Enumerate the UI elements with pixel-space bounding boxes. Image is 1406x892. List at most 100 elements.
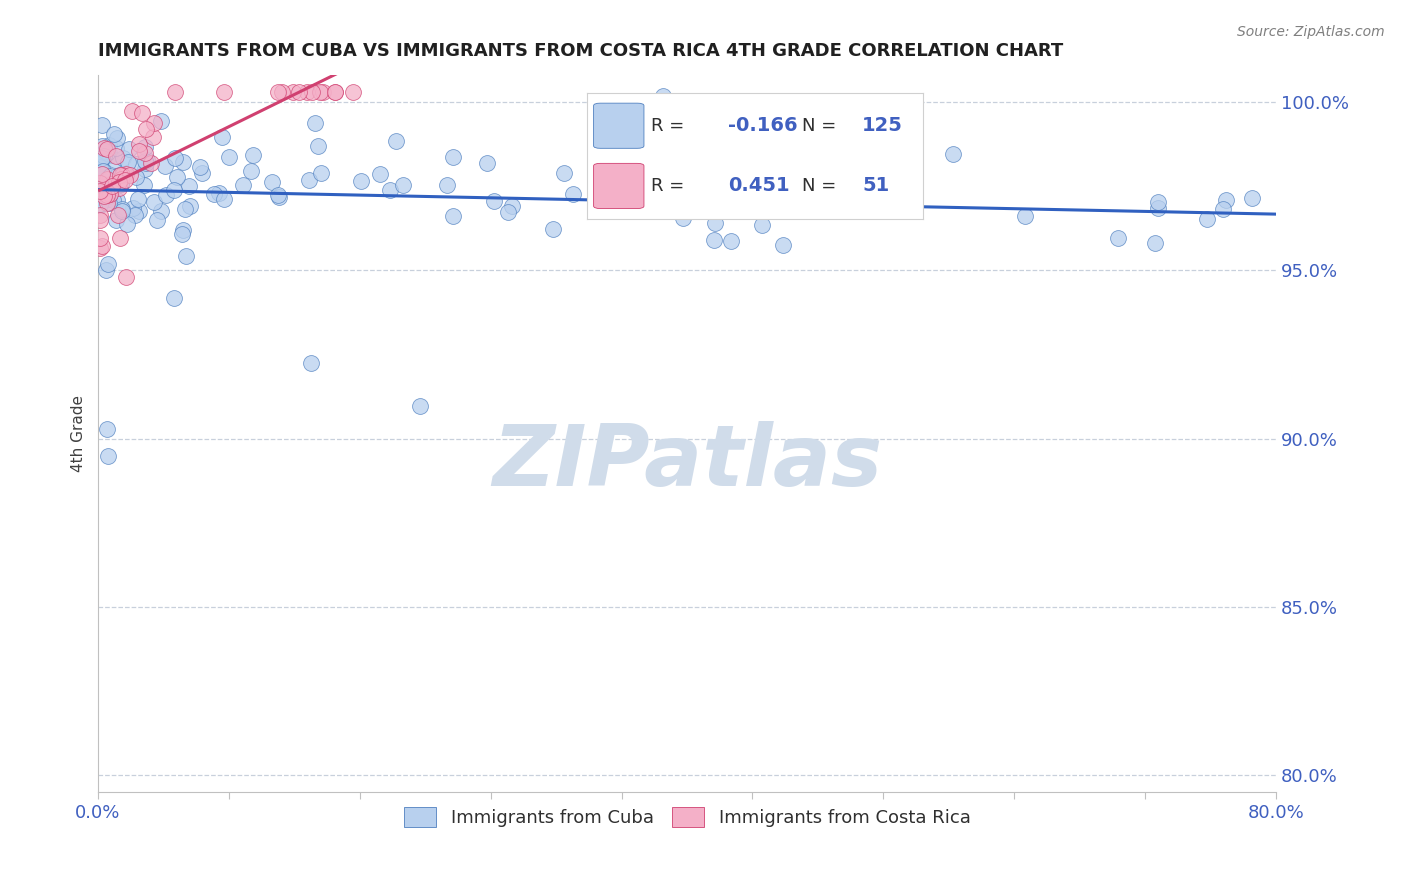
Point	[108, 181, 131, 195]
Point	[139, 156, 162, 170]
Point	[96, 172, 118, 186]
Point	[97, 192, 120, 206]
Point	[135, 122, 157, 136]
Point	[105, 131, 128, 145]
Point	[391, 178, 413, 193]
Point	[240, 164, 263, 178]
Point	[1240, 191, 1263, 205]
Point	[260, 175, 283, 189]
Point	[103, 127, 125, 141]
Point	[307, 139, 329, 153]
Point	[751, 219, 773, 233]
Point	[188, 160, 211, 174]
Point	[105, 193, 128, 207]
Point	[242, 147, 264, 161]
Point	[91, 238, 114, 252]
Point	[1212, 202, 1234, 216]
Point	[142, 130, 165, 145]
Point	[98, 188, 121, 202]
Point	[172, 155, 194, 169]
Point	[93, 163, 115, 178]
Text: Source: ZipAtlas.com: Source: ZipAtlas.com	[1237, 25, 1385, 39]
Point	[163, 183, 186, 197]
Point	[208, 186, 231, 201]
Point	[150, 114, 173, 128]
Point	[122, 202, 145, 216]
Point	[163, 291, 186, 305]
Point	[146, 212, 169, 227]
Point	[91, 118, 114, 132]
Point	[190, 166, 212, 180]
Point	[98, 148, 121, 162]
Point	[89, 230, 111, 244]
Point	[135, 156, 157, 170]
Point	[1014, 209, 1036, 223]
Point	[128, 137, 150, 152]
Point	[482, 194, 505, 209]
Point	[385, 134, 408, 148]
Point	[1195, 211, 1218, 226]
Point	[942, 147, 965, 161]
Legend: Immigrants from Cuba, Immigrants from Costa Rica: Immigrants from Cuba, Immigrants from Co…	[396, 800, 977, 835]
Point	[125, 157, 148, 171]
Point	[104, 149, 127, 163]
Point	[107, 176, 129, 190]
Point	[104, 141, 127, 155]
Point	[170, 227, 193, 241]
Point	[1147, 201, 1170, 215]
Point	[155, 159, 177, 173]
Point	[311, 166, 333, 180]
Point	[89, 198, 111, 212]
Point	[218, 150, 240, 164]
Point	[110, 177, 132, 191]
Point	[96, 422, 118, 436]
Point	[89, 208, 111, 222]
Point	[134, 146, 156, 161]
Point	[271, 85, 294, 99]
Point	[127, 192, 149, 206]
Point	[155, 188, 177, 202]
Point	[94, 263, 117, 277]
Point	[115, 167, 138, 181]
Text: IMMIGRANTS FROM CUBA VS IMMIGRANTS FROM COSTA RICA 4TH GRADE CORRELATION CHART: IMMIGRANTS FROM CUBA VS IMMIGRANTS FROM …	[98, 42, 1063, 60]
Point	[211, 130, 233, 145]
Point	[100, 178, 122, 192]
Point	[118, 168, 141, 182]
Point	[134, 161, 156, 176]
Point	[96, 142, 118, 156]
Point	[118, 142, 141, 156]
Point	[89, 176, 111, 190]
Point	[89, 184, 111, 198]
Point	[110, 178, 132, 192]
Point	[97, 257, 120, 271]
Point	[93, 188, 115, 202]
Point	[179, 199, 201, 213]
Point	[297, 85, 319, 99]
Point	[720, 234, 742, 248]
Point	[378, 183, 401, 197]
Point	[134, 178, 156, 192]
Point	[90, 178, 112, 192]
Point	[163, 152, 186, 166]
Point	[90, 138, 112, 153]
Point	[131, 105, 153, 120]
Point	[436, 178, 458, 193]
Point	[212, 85, 235, 99]
Point	[671, 211, 693, 225]
Point	[703, 233, 725, 247]
Point	[91, 151, 114, 165]
Point	[128, 204, 150, 219]
Point	[703, 216, 725, 230]
Point	[408, 399, 430, 413]
Point	[842, 182, 865, 196]
Y-axis label: 4th Grade: 4th Grade	[72, 395, 86, 472]
Point	[107, 209, 129, 223]
Point	[121, 103, 143, 118]
Point	[177, 179, 200, 194]
Point	[97, 138, 120, 153]
Point	[96, 195, 118, 210]
Point	[475, 156, 498, 170]
Point	[89, 189, 111, 203]
Point	[104, 153, 127, 167]
Point	[501, 199, 523, 213]
